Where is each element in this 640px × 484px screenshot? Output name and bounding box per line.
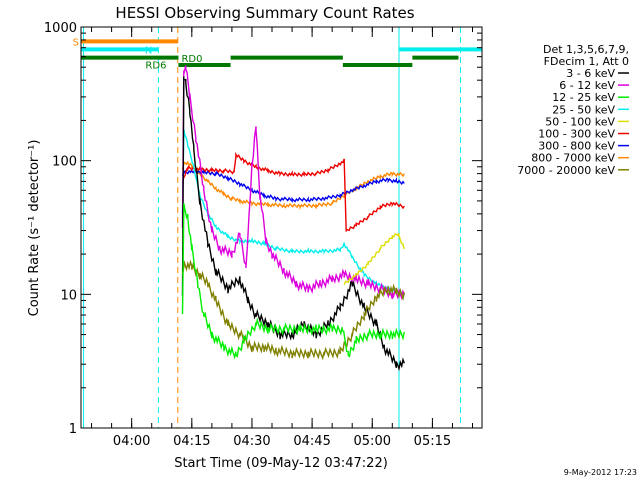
flag-label-saa: S — [73, 37, 79, 48]
plot-frame — [80, 26, 483, 429]
y-tick-label-1000: 1000 — [44, 21, 77, 36]
legend-label-25-50-kev: 25 - 50 keV — [552, 103, 615, 116]
legend-label-300-800-kev: 300 - 800 keV — [538, 140, 615, 153]
y-tick-label-100: 100 — [52, 155, 77, 170]
axes-layer: 1 10 100 1000 04:00 04:15 04:30 04:45 05:00 05:15 — [44, 21, 482, 449]
series-line-50-100-kev — [343, 232, 405, 286]
series-line-800-7000-kev — [181, 160, 405, 211]
legend-header-line-1: Det 1,3,5,6,7,9, — [543, 43, 629, 56]
generation-timestamp: 9-May-2012 17:23 — [564, 468, 637, 477]
x-tick-label-04-00: 04:00 — [113, 434, 150, 449]
legend-label-100-300-kev: 100 - 300 keV — [538, 128, 615, 141]
x-tick-label-04-15: 04:15 — [173, 434, 210, 449]
marker-layer — [83, 27, 461, 428]
series-line-100-300-kev — [181, 151, 405, 232]
legend-label-50-100-kev: 50 - 100 keV — [545, 115, 615, 128]
y-axis-title: Count Rate (s⁻¹ detector⁻¹) — [27, 140, 42, 317]
y-tick-label-1: 1 — [69, 422, 77, 437]
legend-label-800-7000-kev: 800 - 7000 keV — [531, 152, 615, 165]
series-line-12-25-kev — [181, 203, 405, 360]
legend-header-line-2: FDecim 1, Att 0 — [544, 55, 629, 68]
x-tick-label-04-30: 04:30 — [233, 434, 270, 449]
flag-bars-layer: S N RD6 RD0 — [73, 37, 482, 72]
legend-label-7000-20000-kev: 7000 - 20000 keV — [517, 164, 615, 177]
legend-label-12-25-kev: 12 - 25 keV — [552, 91, 615, 104]
series-layer — [181, 65, 405, 372]
flag-label-night: N — [145, 45, 152, 56]
series-line-6-12-kev — [181, 65, 405, 301]
flag-label-rd0: RD0 — [181, 54, 202, 65]
legend-label-6-12-kev: 6 - 12 keV — [559, 79, 615, 92]
x-tick-label-04-45: 04:45 — [293, 434, 330, 449]
chart-title: HESSI Observing Summary Count Rates — [115, 4, 414, 22]
series-line-25-50-kev — [181, 129, 405, 296]
legend-label-3-6-kev: 3 - 6 keV — [566, 67, 615, 80]
x-axis-title: Start Time (09-May-12 03:47:22) — [174, 456, 388, 471]
series-line-300-800-kev — [181, 168, 405, 203]
flag-label-rd6: RD6 — [145, 61, 166, 72]
legend: Det 1,3,5,6,7,9, FDecim 1, Att 0 3 - 6 k… — [517, 43, 629, 177]
x-tick-label-05-00: 05:00 — [354, 434, 391, 449]
series-line-7000-20000-kev — [181, 259, 405, 361]
x-tick-label-05-15: 05:15 — [414, 434, 451, 449]
y-tick-label-10: 10 — [60, 288, 77, 303]
